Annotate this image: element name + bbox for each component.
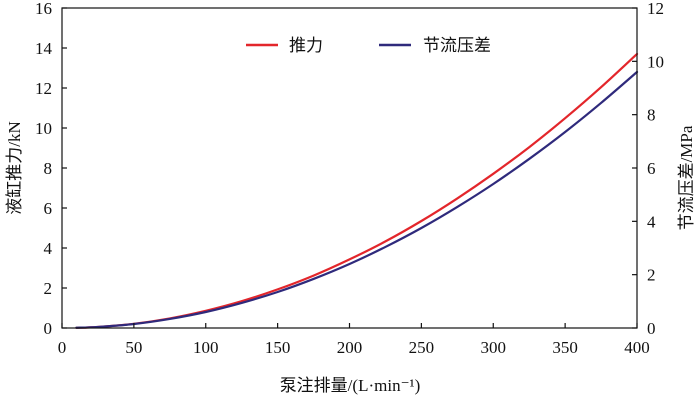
y-tick-label-right: 10 — [647, 52, 664, 71]
y-tick-label-right: 12 — [647, 0, 664, 18]
y-axis-label-left: 液缸推力/kN — [4, 121, 24, 215]
y-tick-label-right: 2 — [647, 266, 656, 285]
y-tick-label-left: 4 — [44, 239, 53, 258]
y-tick-label-left: 6 — [44, 199, 53, 218]
series-line-1 — [75, 52, 639, 329]
x-tick-label: 200 — [337, 338, 363, 357]
y-tick-label-left: 14 — [35, 39, 53, 58]
y-tick-label-right: 6 — [647, 159, 656, 178]
series-line-2 — [75, 70, 639, 329]
legend-item-pressure-drop: 节流压差 — [379, 36, 491, 55]
y-tick-label-left: 2 — [44, 279, 53, 298]
legend: 推力 节流压差 — [246, 36, 491, 55]
axes-ticks: 0 50 100 150 200 250 300 350 4000246810121416024… — [35, 0, 664, 357]
y-tick-label-left: 10 — [35, 119, 52, 138]
x-axis-label: 泵注排量/(L·min⁻¹) — [280, 376, 421, 395]
x-tick-label: 100 — [193, 338, 219, 357]
y-axis-label-right: 节流压差/MPa — [677, 125, 696, 230]
y-tick-label-right: 4 — [647, 212, 656, 231]
x-tick-label: 350 — [552, 338, 578, 357]
y-tick-label-left: 16 — [35, 0, 52, 18]
plot-frame — [61, 7, 638, 329]
y-tick-label-left: 8 — [44, 159, 53, 178]
y-tick-label-left: 12 — [35, 79, 52, 98]
y-tick-label-left: 0 — [44, 319, 53, 338]
series-lines — [75, 52, 639, 329]
x-tick-label: 0 — [58, 338, 67, 357]
legend-label-thrust: 推力 — [289, 36, 323, 55]
x-tick-label: 50 — [125, 338, 142, 357]
legend-label-pressure-drop: 节流压差 — [423, 36, 491, 55]
y-tick-label-right: 8 — [647, 106, 656, 125]
x-tick-label: 300 — [481, 338, 507, 357]
x-tick-label: 400 — [624, 338, 650, 357]
x-tick-label: 250 — [409, 338, 435, 357]
y-tick-label-right: 0 — [647, 319, 656, 338]
x-tick-label: 150 — [265, 338, 291, 357]
legend-item-thrust: 推力 — [246, 36, 323, 55]
